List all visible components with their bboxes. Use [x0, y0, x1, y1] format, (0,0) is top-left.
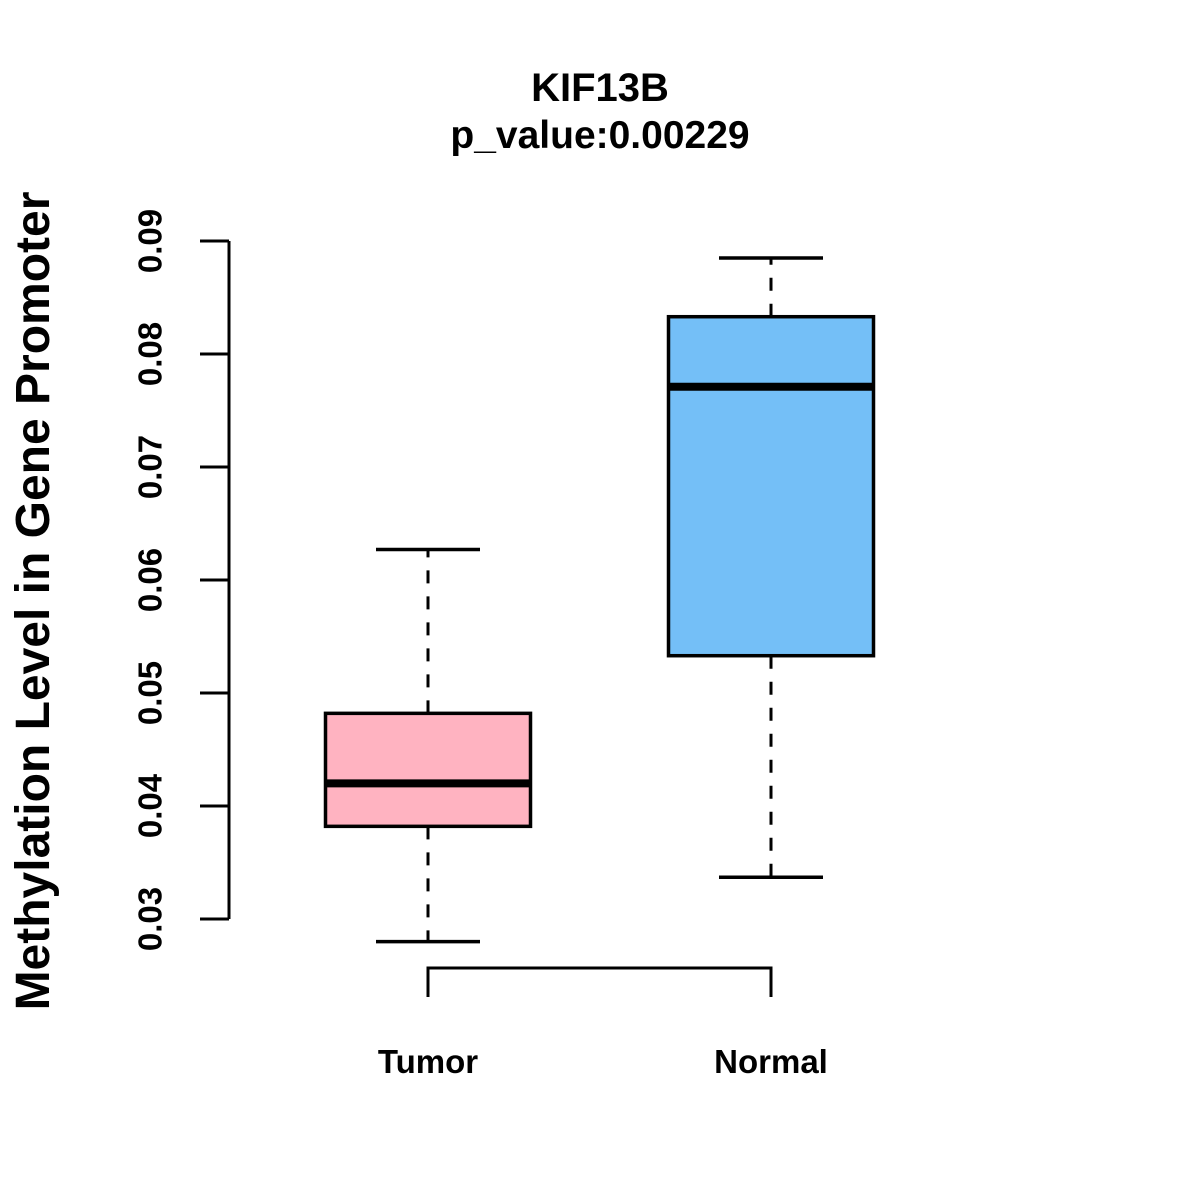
- x-axis-label-tumor: Tumor: [377, 1043, 479, 1080]
- y-axis-tick-label: 0.08: [131, 321, 169, 387]
- y-axis-tick-label: 0.09: [131, 208, 169, 274]
- y-axis-tick-label: 0.06: [131, 547, 169, 613]
- y-axis-tick-label: 0.07: [131, 434, 169, 500]
- chart-subtitle: p_value:0.00229: [450, 114, 750, 157]
- x-axis-label-normal: Normal: [714, 1043, 828, 1080]
- normal-box: [666, 314, 876, 658]
- y-axis-tick-label: 0.04: [131, 773, 169, 839]
- tumor-box: [323, 711, 533, 829]
- chart-title: KIF13B: [531, 66, 669, 110]
- y-axis-tick-label: 0.03: [131, 886, 169, 952]
- comparison-bracket: [426, 966, 773, 997]
- y-axis-tick-label: 0.05: [131, 660, 169, 726]
